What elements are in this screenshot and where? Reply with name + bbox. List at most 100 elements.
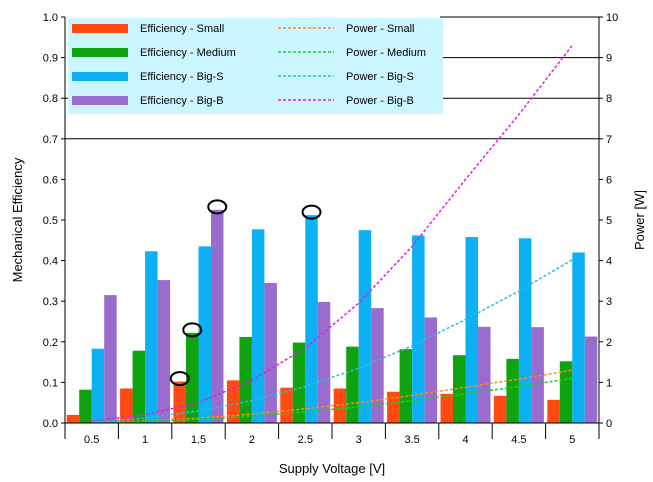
bar [251, 229, 265, 423]
legend-label: Power - Big-B [346, 95, 414, 107]
x-tick-label: 5 [569, 434, 575, 446]
power-line [91, 369, 573, 424]
bar [412, 235, 425, 423]
bar [305, 215, 318, 423]
legend-swatch [72, 96, 128, 105]
legend-label: Power - Big-S [346, 71, 414, 83]
bar [317, 302, 331, 423]
legend-swatch [72, 24, 128, 33]
lines-group [91, 44, 573, 424]
bar [346, 346, 359, 423]
y2-tick-label: 7 [606, 134, 612, 146]
highlight-circle [207, 199, 228, 215]
bar [226, 380, 240, 423]
bar [145, 251, 158, 423]
y2-axis-title: Power [W] [632, 190, 647, 250]
x-tick-label: 4.5 [511, 434, 526, 446]
x-tick-label: 3.5 [404, 434, 419, 446]
legend-swatch [72, 72, 128, 81]
x-tick-label: 2.5 [298, 434, 313, 446]
y2-tick-label: 0 [606, 418, 612, 430]
bar [493, 395, 507, 423]
y-tick-label: 0.4 [43, 256, 58, 268]
bar [157, 280, 171, 423]
legend: Efficiency - Small Efficiency - Medium Eff… [68, 18, 443, 114]
bar [572, 252, 585, 423]
y2-tick-label: 9 [606, 53, 612, 65]
x-tick-label: 0.5 [84, 434, 99, 446]
bar [280, 387, 293, 423]
bar [132, 350, 146, 423]
bar [478, 326, 491, 423]
highlight-circle [301, 204, 322, 220]
bar [453, 355, 466, 423]
y2-tick-label: 5 [606, 215, 612, 227]
bar [66, 414, 80, 423]
y-tick-label: 0.3 [43, 296, 58, 308]
bar [424, 317, 438, 423]
bar [518, 238, 532, 423]
bar [559, 361, 573, 423]
y-tick-label: 0.5 [43, 215, 58, 227]
legend-label: Efficiency - Medium [140, 47, 236, 59]
bar [173, 381, 186, 423]
legend-label: Efficiency - Big-S [140, 71, 224, 83]
highlight-circle [182, 322, 203, 338]
power-line [91, 377, 573, 424]
legend-label: Efficiency - Big-B [140, 95, 224, 107]
highlight-circles [169, 199, 322, 387]
y2-tick-label: 3 [606, 296, 612, 308]
y-tick-label: 0.6 [43, 174, 58, 186]
bar [239, 336, 252, 423]
bar [264, 282, 277, 423]
legend-background [68, 18, 443, 114]
power-line [91, 259, 573, 423]
bar [104, 295, 117, 423]
bar [440, 393, 453, 423]
y2-tick-label: 8 [606, 93, 612, 105]
y-tick-label: 0.7 [43, 134, 58, 146]
bar [186, 332, 199, 423]
x-tick-label: 4 [462, 434, 468, 446]
y-tick-label: 1.0 [43, 12, 58, 24]
x-tick-label: 2 [249, 434, 255, 446]
legend-label: Power - Medium [346, 47, 426, 59]
legend-label: Efficiency - Small [140, 23, 224, 35]
bar [333, 388, 347, 423]
bar [584, 336, 598, 423]
bar [358, 230, 372, 423]
bar [198, 246, 211, 423]
bar [79, 389, 92, 423]
y2-tick-label: 10 [606, 12, 618, 24]
legend-label: Power - Small [346, 23, 414, 35]
bar [292, 342, 306, 423]
x-tick-label: 1.5 [191, 434, 206, 446]
bar [91, 348, 105, 423]
y2-tick-label: 6 [606, 174, 612, 186]
y2-tick-label: 1 [606, 377, 612, 389]
bars-group [66, 209, 598, 423]
y-tick-label: 0.2 [43, 337, 58, 349]
highlight-circle [169, 371, 190, 387]
x-tick-label: 1 [142, 434, 148, 446]
legend-swatch [72, 48, 128, 57]
bar [371, 308, 384, 423]
bar [465, 237, 478, 423]
bar [506, 358, 519, 423]
y-tick-label: 0.9 [43, 53, 58, 65]
x-tick-label: 3 [356, 434, 362, 446]
y-axis-title: Mechanical Efficiency [10, 157, 25, 282]
y2-tick-label: 4 [606, 256, 612, 268]
x-axis-title: Supply Voltage [V] [279, 461, 385, 476]
y-tick-label: 0.0 [43, 418, 58, 430]
y-tick-label: 0.8 [43, 93, 58, 105]
power-line [91, 44, 573, 422]
bar [399, 349, 413, 423]
bar [387, 391, 400, 423]
bar [531, 327, 544, 423]
y2-tick-label: 2 [606, 337, 612, 349]
bar [120, 388, 133, 423]
y-tick-label: 0.1 [43, 377, 58, 389]
